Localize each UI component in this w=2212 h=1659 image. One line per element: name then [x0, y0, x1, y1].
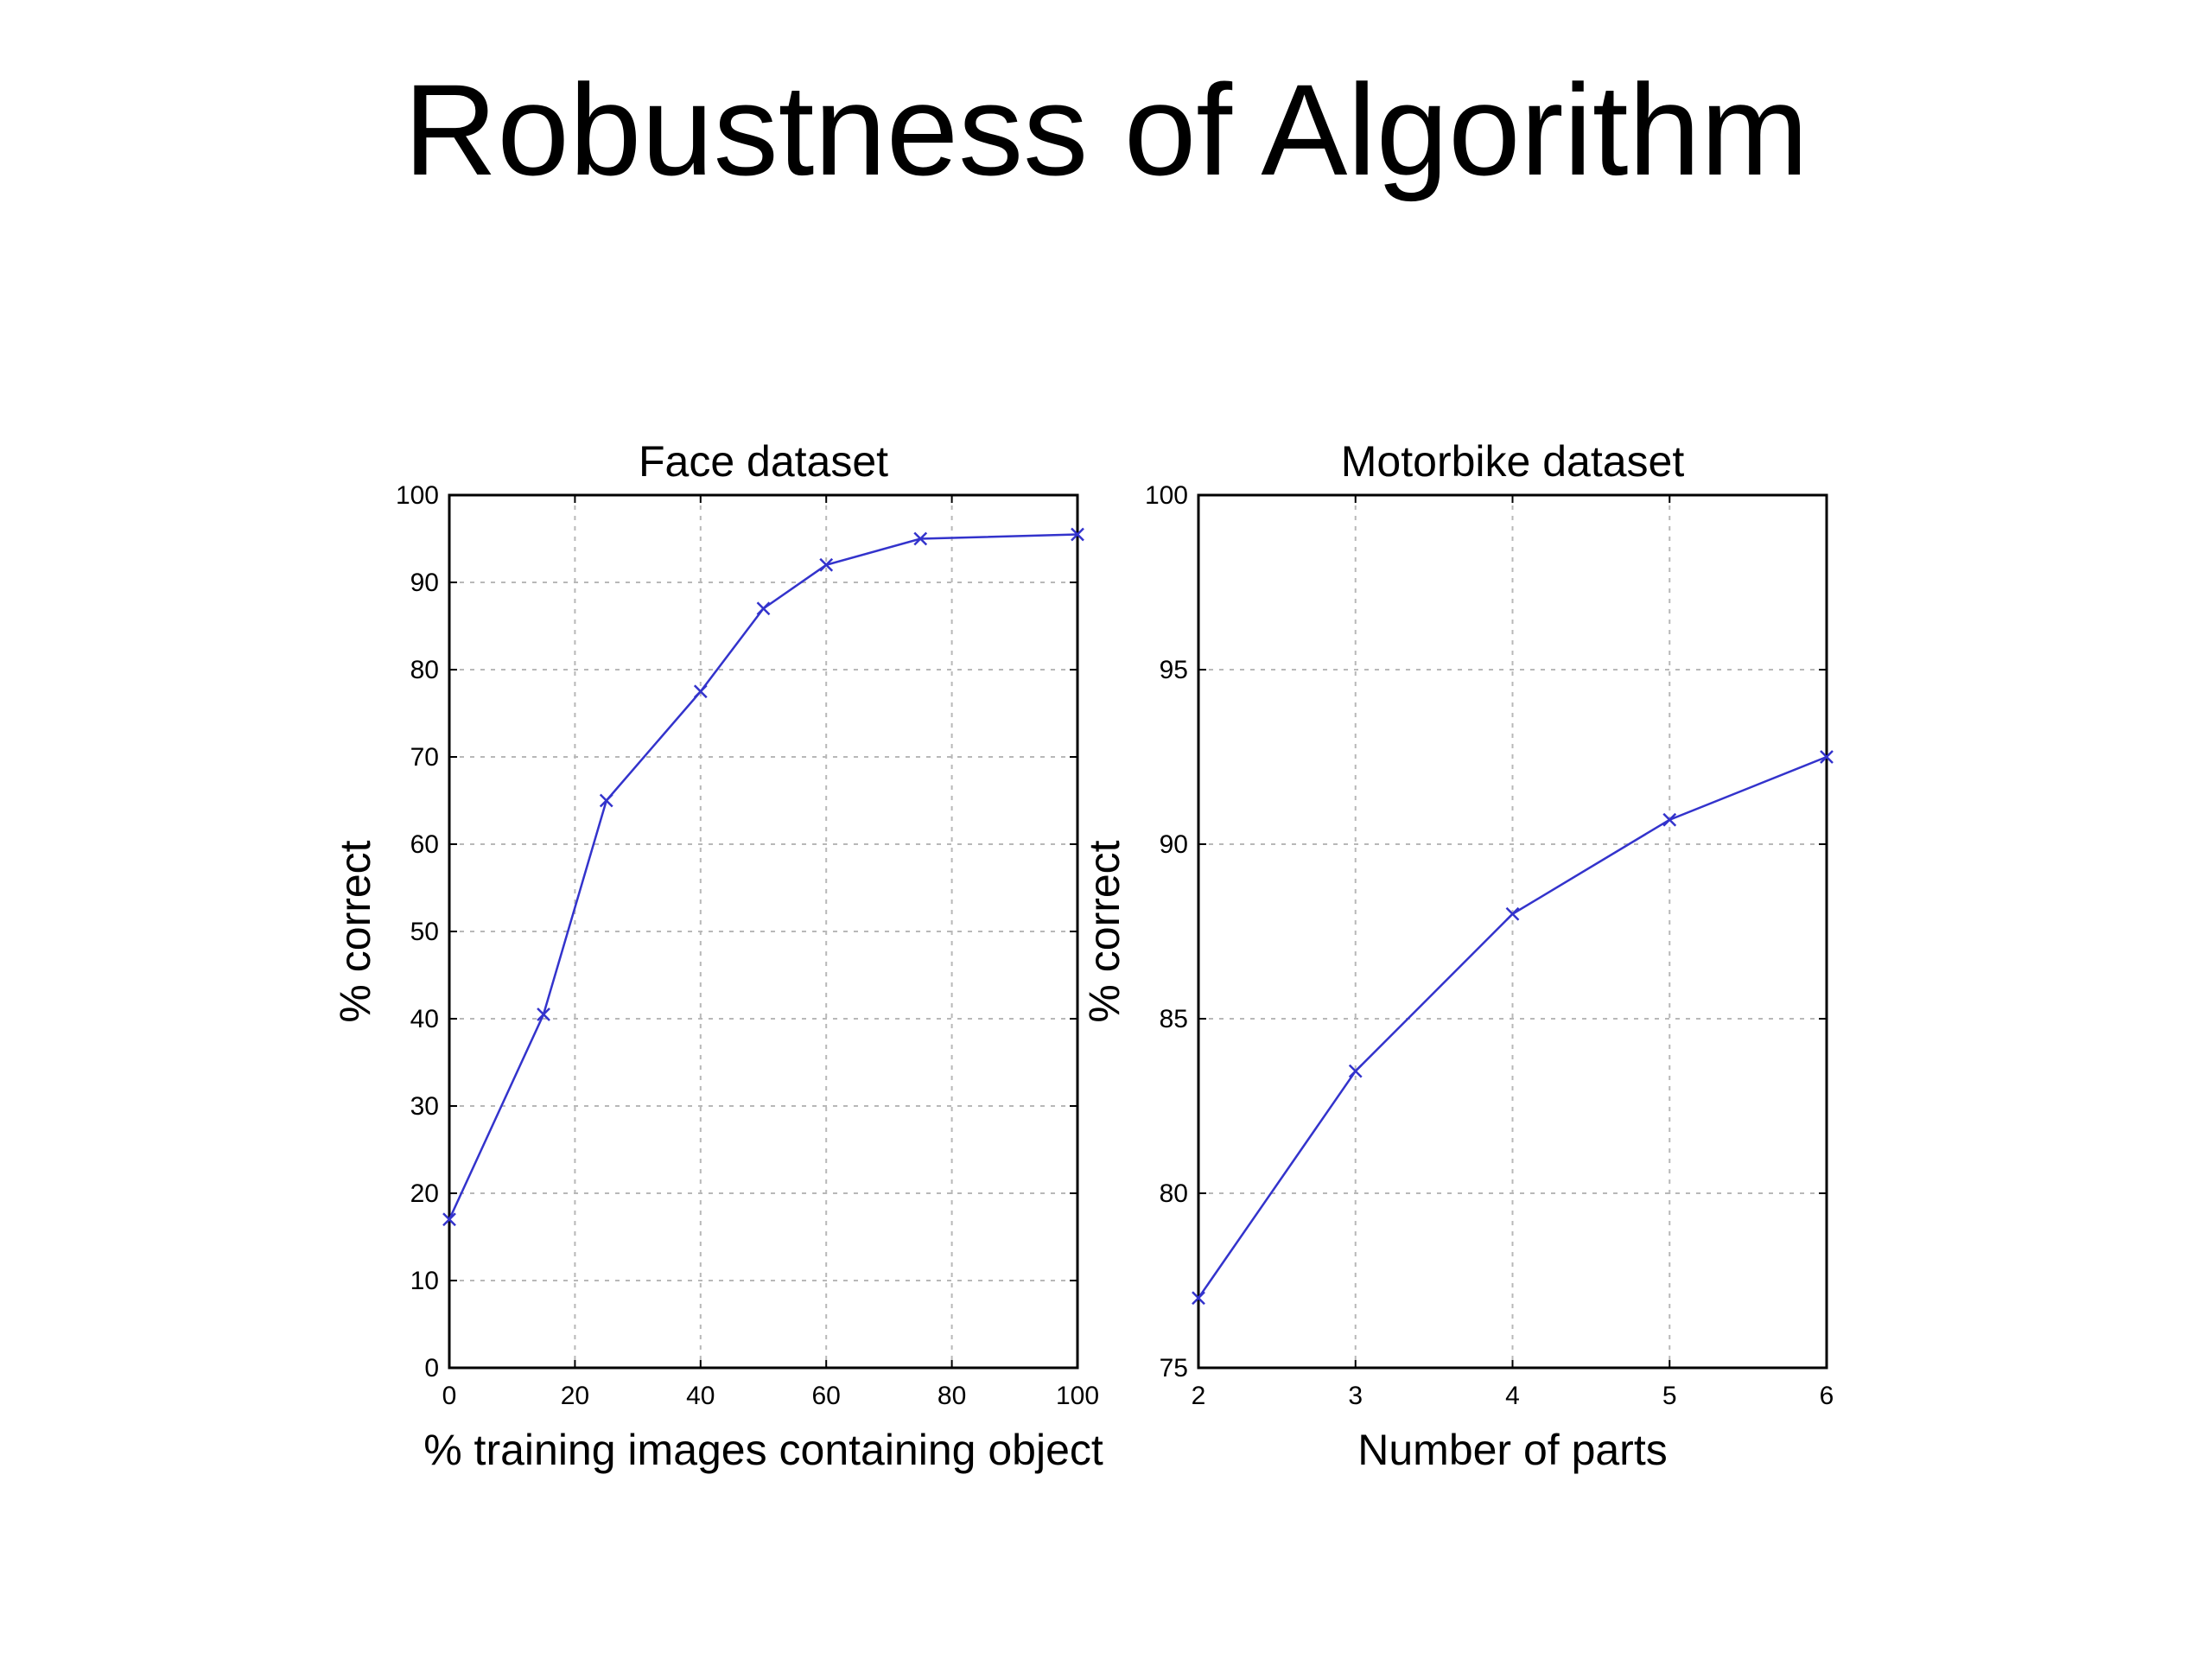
face-data-point — [599, 793, 613, 808]
motorbike-marker-stroke — [1192, 1291, 1205, 1306]
face-ytick-label: 0 — [424, 1354, 439, 1382]
face-marker-stroke — [756, 601, 771, 616]
face-data-point — [442, 1212, 456, 1227]
face-xtick-label: 0 — [442, 1382, 457, 1410]
motorbike-x-axis-title: Number of parts — [1357, 1426, 1667, 1474]
motorbike-ytick-label: 75 — [1160, 1354, 1188, 1382]
face-xtick-label: 60 — [812, 1382, 841, 1410]
face-xtick-label: 40 — [686, 1382, 715, 1410]
motorbike-marker-stroke — [1662, 812, 1677, 827]
face-xtick-label: 100 — [1056, 1382, 1099, 1410]
motorbike-ytick-label: 80 — [1160, 1179, 1188, 1208]
slide-title: Robustness of Algorithm — [404, 57, 1808, 202]
motorbike-marker-stroke — [1820, 750, 1834, 764]
motorbike-chart-title: Motorbike dataset — [1341, 437, 1685, 486]
face-marker-stroke — [442, 1212, 456, 1227]
motorbike-marker-stroke — [1505, 906, 1520, 921]
motorbike-ytick-label: 85 — [1160, 1005, 1188, 1033]
motorbike-ytick-label: 100 — [1145, 481, 1188, 510]
motorbike-data-point — [1192, 1291, 1205, 1306]
face-marker-stroke — [819, 557, 834, 572]
face-data-point — [913, 531, 928, 546]
motorbike-xtick-label: 4 — [1505, 1382, 1520, 1410]
face-x-axis-title: % training images containing object — [423, 1426, 1103, 1474]
motorbike-xtick-label: 5 — [1662, 1382, 1677, 1410]
face-marker-stroke — [913, 531, 928, 546]
face-ytick-label: 30 — [410, 1092, 439, 1121]
motorbike-ytick-label: 95 — [1160, 656, 1188, 684]
face-marker-stroke — [693, 684, 708, 699]
motorbike-ytick-label: 90 — [1160, 830, 1188, 859]
face-data-point — [1071, 527, 1084, 542]
motorbike-data-point — [1662, 812, 1677, 827]
motorbike-dataset-chart: 2 3 4 5 6 75 80 85 90 95 100 Motorbike dataset Numbe… — [1080, 437, 1834, 1474]
face-ytick-label: 50 — [410, 918, 439, 946]
motorbike-xtick-label: 6 — [1820, 1382, 1834, 1410]
face-ytick-label: 10 — [410, 1267, 439, 1295]
motorbike-data-point — [1348, 1064, 1363, 1078]
face-marker-stroke — [537, 1007, 550, 1021]
face-ytick-label: 60 — [410, 830, 439, 859]
face-marker-stroke — [1071, 527, 1084, 542]
face-ytick-label: 90 — [410, 569, 439, 597]
face-dataset-chart: 0 20 40 60 80 100 0 10 20 30 40 50 60 70 80 90 100 Face d… — [331, 437, 1103, 1474]
face-ytick-label: 80 — [410, 656, 439, 684]
motorbike-data-point — [1820, 750, 1834, 764]
motorbike-data-point — [1505, 906, 1520, 921]
face-marker-stroke — [599, 793, 613, 808]
face-ytick-label: 70 — [410, 743, 439, 772]
motorbike-xtick-label: 3 — [1348, 1382, 1363, 1410]
face-data-point — [756, 601, 771, 616]
face-chart-title: Face dataset — [639, 437, 888, 486]
face-ytick-label: 20 — [410, 1179, 439, 1208]
face-series-line — [448, 533, 1078, 1220]
motorbike-xtick-label: 2 — [1192, 1382, 1206, 1410]
face-data-point — [693, 684, 708, 699]
motorbike-y-axis-title: % correct — [1080, 840, 1128, 1022]
face-ytick-label: 40 — [410, 1005, 439, 1033]
face-y-axis-title: % correct — [331, 840, 379, 1022]
motorbike-marker-stroke — [1348, 1064, 1363, 1078]
face-xtick-label: 20 — [561, 1382, 589, 1410]
face-ytick-label: 100 — [396, 481, 439, 510]
face-data-point — [819, 557, 834, 572]
face-data-point — [537, 1007, 550, 1021]
face-xtick-label: 80 — [938, 1382, 966, 1410]
